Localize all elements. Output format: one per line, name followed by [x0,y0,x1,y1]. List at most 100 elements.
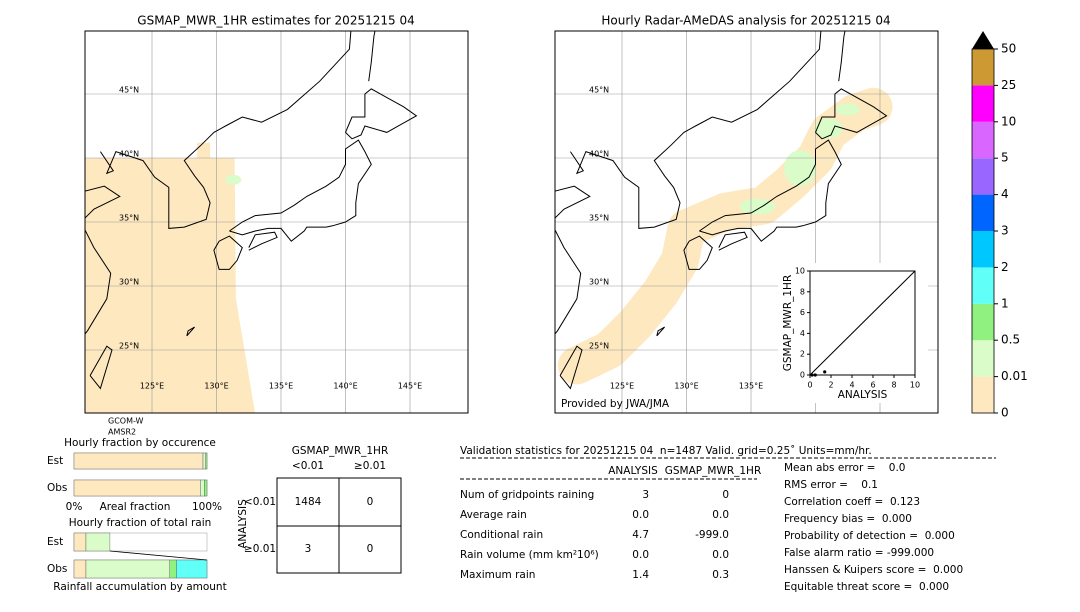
lat-label: 35°N [119,214,139,223]
x-tick-label: 2 [828,381,833,390]
coastline [345,88,418,140]
rain-area [739,198,776,215]
x-tick-label: 100% [192,501,222,513]
lon-label: 130°E [674,382,698,391]
coastline [555,185,591,335]
bar-segment [169,559,177,579]
stat-label: Maximum rain [460,569,535,581]
colorbar-segment [972,121,994,159]
rain-area [814,118,843,139]
colorbar-segment [972,85,994,122]
colorbar-label: 0.01 [1001,369,1028,383]
colorbar-label: 0 [1001,406,1009,420]
colorbar-label: 3 [1001,224,1009,238]
y-tick-label: 4 [800,329,805,338]
colorbar-segment [972,376,994,413]
x-tick-label: 8 [891,381,896,390]
category-label: Est [47,536,63,548]
lat-label: 35°N [589,214,609,223]
coastline [186,326,195,337]
col-header: ANALYSIS [608,465,658,477]
bar-segment [85,559,170,579]
coastline [569,31,822,229]
y-tick-label: 10 [795,267,805,276]
col-label: <0.01 [292,460,324,472]
stat-value: -999.0 [695,529,729,541]
lat-label: 40°N [119,150,139,159]
table-cell: 1484 [295,496,322,508]
coastline [559,345,583,390]
category-label: Obs [47,563,67,575]
score: Equitable threat score = 0.000 [784,581,949,593]
x-tick-label: 4 [849,381,854,390]
y-tick-label: 0 [800,371,805,380]
point [810,373,814,377]
coastline [229,139,372,242]
colorbar-segment [972,49,994,86]
lat-label: 30°N [589,278,609,287]
lat-label: 30°N [119,278,139,287]
lat-label: 45°N [119,86,139,95]
x-axis-label: ANALYSIS [838,389,888,401]
colorbar-label: 1 [1001,296,1009,310]
point [813,373,817,377]
colorbar-label: 0.5 [1001,333,1020,347]
lon-label: 125°E [610,382,634,391]
credit: Provided by JWA/JMA [561,398,670,410]
lat-label: 40°N [589,150,609,159]
coastline [89,345,113,390]
bar-segment [205,452,208,470]
col-header: GSMAP_MWR_1HR [665,465,761,477]
funnel-line [109,550,208,561]
colorbar-segment [972,303,994,341]
stat-value: 0.0 [712,549,729,561]
stat-value: 0.0 [632,509,649,521]
stat-value: 0.3 [712,569,729,581]
y-tick-label: 8 [800,287,805,296]
coastline [838,31,846,82]
bar-segment [176,559,208,579]
table-cell: 0 [367,496,374,508]
coastline [213,235,243,270]
coastline [815,88,888,140]
score: Probability of detection = 0.000 [784,530,955,542]
row-title: ANALYSIS [237,499,249,549]
y-tick-label: 2 [800,350,805,359]
rain-area [188,306,209,317]
bar-segment [85,532,111,552]
stat-value: 0 [722,489,729,501]
bar-segment [73,452,204,470]
sensor-note: GCOM-W [108,417,144,426]
x-tick-label: 6 [870,381,875,390]
score: False alarm ratio = -999.000 [784,547,934,559]
colorbar-extension [972,31,994,49]
colorbar-segment [972,158,994,195]
x-axis-label: Rainfall accumulation by amount [53,581,226,593]
x-axis-label: Areal fraction [100,501,171,513]
table-cell: 3 [305,543,312,555]
point [823,370,827,374]
colorbar-segment [972,231,994,268]
lon-label: 140°E [333,382,357,391]
stat-value: 3 [642,489,649,501]
colorbar-segment [972,267,994,304]
inset-frame [809,270,916,376]
stat-label: Num of gridpoints raining [460,489,594,501]
row-label: ≥0.01 [244,543,276,555]
rain-area [784,150,817,187]
lat-label: 45°N [589,86,609,95]
colorbar-segment [972,194,994,231]
table-cell: 0 [367,543,374,555]
bar-segment [73,532,87,552]
bar-segment [200,479,205,497]
stat-label: Conditional rain [460,529,543,541]
rain-area [835,103,860,116]
stat-label: Rain volume (mm km²10⁶) [460,549,599,561]
rain-area [225,174,242,185]
col-label: ≥0.01 [354,460,386,472]
bar-segment [73,559,87,579]
colorbar-label: 4 [1001,187,1009,201]
row-label: <0.01 [244,496,276,508]
stat-value: 4.7 [632,529,649,541]
